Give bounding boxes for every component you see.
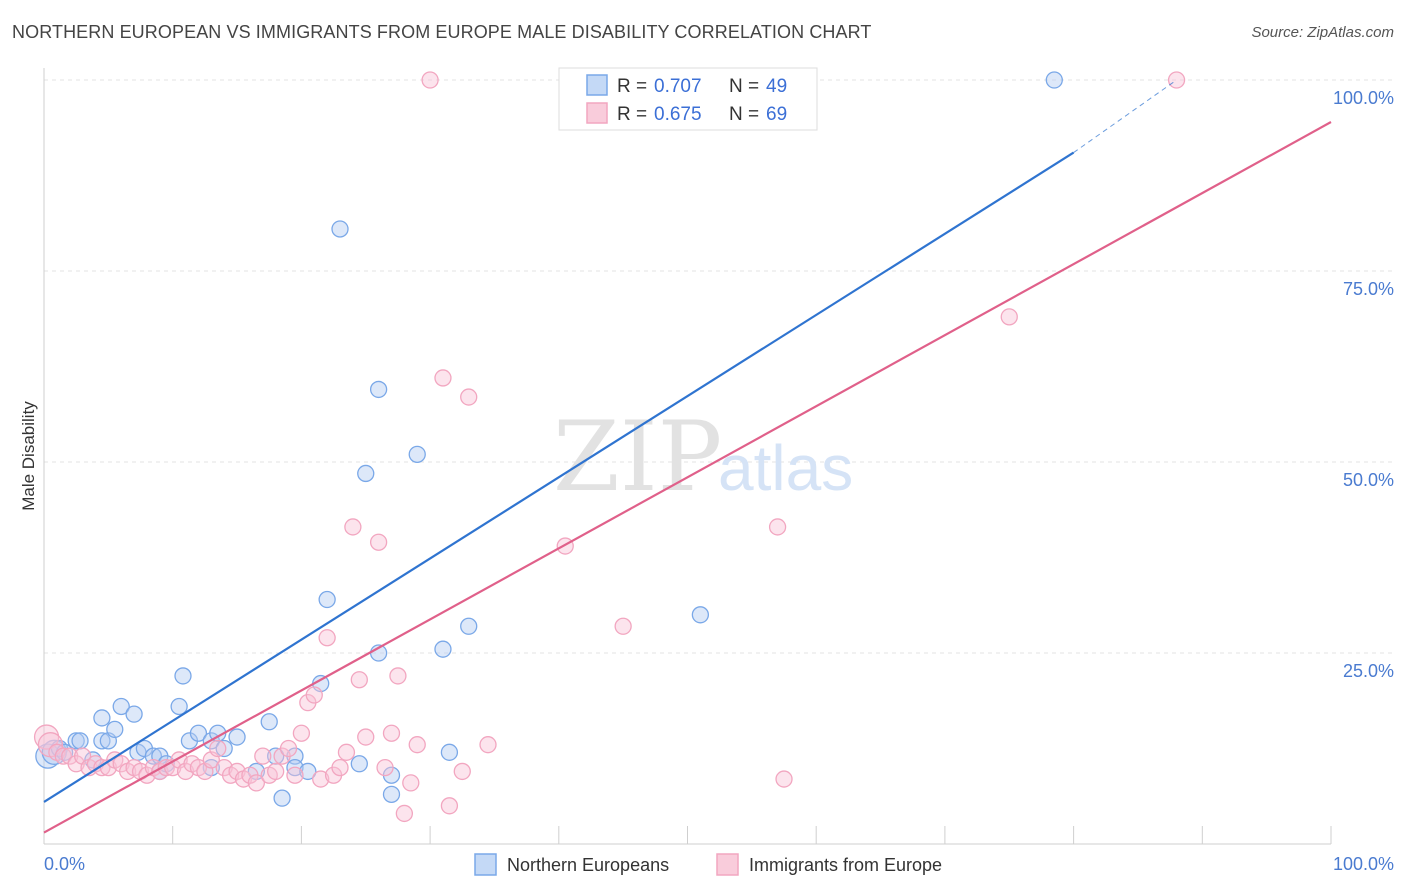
legend-swatch-blue	[586, 74, 608, 96]
point-northern-europeans-30	[267, 747, 285, 765]
point-immigrants-europe-55	[395, 804, 414, 823]
trend-lines	[43, 79, 1332, 834]
scatter-points	[33, 71, 1186, 823]
point-immigrants-europe-36	[267, 762, 285, 781]
watermark-zip: ZIP	[553, 401, 722, 513]
point-immigrants-europe-38	[279, 739, 298, 758]
point-immigrants-europe-52	[376, 758, 394, 777]
y-axis-label: Male Disability	[19, 401, 38, 511]
point-immigrants-europe-46	[331, 758, 349, 777]
point-immigrants-europe-69	[1000, 308, 1018, 326]
y-tick-label-3: 100.0%	[1333, 88, 1394, 108]
point-northern-europeans-8	[93, 709, 111, 727]
trend-line-northern-europeans	[43, 151, 1075, 803]
y-tick-label-1: 50.0%	[1343, 470, 1394, 490]
point-immigrants-europe-59	[434, 369, 452, 387]
point-northern-europeans-19	[170, 697, 188, 716]
point-immigrants-europe-49	[350, 671, 368, 689]
point-immigrants-europe-33	[247, 774, 266, 792]
point-northern-europeans-31	[273, 789, 291, 807]
legend-r-value-1: 0.707	[654, 76, 702, 97]
point-immigrants-europe-40	[292, 724, 311, 742]
point-northern-europeans-45	[434, 640, 452, 658]
point-immigrants-europe-47	[337, 743, 356, 761]
point-northern-europeans-7	[93, 732, 111, 750]
point-northern-europeans-44	[408, 445, 426, 464]
point-immigrants-europe-61	[453, 762, 471, 781]
point-northern-europeans-26	[215, 739, 233, 758]
point-northern-europeans-29	[260, 713, 278, 731]
watermark-atlas: atlas	[718, 432, 853, 504]
trend-line-immigrants-europe	[43, 121, 1332, 834]
point-immigrants-europe-50	[357, 728, 375, 746]
point-northern-europeans-5	[71, 732, 89, 750]
point-northern-europeans-47	[460, 617, 478, 635]
x-tick-label-min: 0.0%	[44, 854, 85, 874]
y-axis-tick-labels: 25.0% 50.0% 75.0% 100.0%	[1333, 88, 1394, 681]
point-northern-europeans-40	[331, 220, 349, 238]
point-immigrants-europe-63	[479, 736, 497, 754]
point-immigrants-europe-67	[768, 518, 787, 536]
point-immigrants-europe-34	[254, 747, 272, 765]
point-northern-europeans-46	[440, 743, 459, 761]
x-axis-ticks	[172, 826, 1332, 844]
legend-n-label-2: N =	[729, 104, 759, 125]
point-immigrants-europe-70	[1167, 71, 1186, 89]
point-northern-europeans-37	[350, 755, 368, 773]
point-immigrants-europe-54	[389, 667, 407, 685]
point-immigrants-europe-43	[312, 770, 330, 788]
bottom-legend-label-2: Immigrants from Europe	[749, 855, 942, 875]
point-immigrants-europe-53	[382, 724, 401, 742]
point-northern-europeans-11	[112, 697, 130, 716]
point-northern-europeans-49	[691, 606, 710, 624]
point-northern-europeans-42	[369, 380, 388, 399]
point-immigrants-europe-58	[421, 71, 439, 89]
y-tick-label-2: 75.0%	[1343, 279, 1394, 299]
point-immigrants-europe-42	[305, 686, 323, 704]
legend-swatch-pink	[586, 102, 608, 124]
point-northern-europeans-50	[1045, 71, 1063, 89]
point-northern-europeans-20	[174, 667, 192, 685]
y-tick-label-0: 25.0%	[1343, 661, 1394, 681]
point-northern-europeans-10	[106, 720, 124, 739]
legend-r-label-2: R =	[617, 104, 647, 125]
legend-n-value-2: 69	[766, 104, 787, 125]
point-northern-europeans-34	[299, 762, 317, 781]
point-immigrants-europe-62	[460, 388, 478, 406]
point-northern-europeans-22	[189, 724, 208, 742]
point-immigrants-europe-3	[54, 747, 72, 765]
point-northern-europeans-41	[357, 464, 375, 483]
point-immigrants-europe-0	[33, 724, 60, 750]
bottom-legend-swatch-pink	[716, 853, 739, 876]
point-northern-europeans-4	[67, 732, 85, 750]
point-immigrants-europe-39	[286, 766, 304, 784]
point-immigrants-europe-56	[402, 774, 420, 792]
point-immigrants-europe-27	[209, 739, 227, 758]
legend-n-value-1: 49	[766, 76, 787, 97]
point-immigrants-europe-44	[318, 629, 336, 647]
point-northern-europeans-27	[228, 728, 246, 746]
point-northern-europeans-36	[318, 590, 336, 609]
grid-lines	[44, 79, 1394, 654]
legend-n-label-1: N =	[729, 76, 759, 97]
chart-title: NORTHERN EUROPEAN VS IMMIGRANTS FROM EUR…	[12, 22, 872, 42]
point-immigrants-europe-68	[775, 770, 793, 788]
series-legend: Northern Europeans Immigrants from Europ…	[474, 853, 942, 876]
point-immigrants-europe-65	[614, 617, 632, 635]
legend-r-label-1: R =	[617, 76, 647, 97]
chart-source: Source: ZipAtlas.com	[1251, 24, 1394, 41]
point-immigrants-europe-57	[408, 736, 426, 754]
point-immigrants-europe-51	[369, 533, 388, 551]
trend-extension-northern-europeans	[1073, 79, 1177, 153]
point-northern-europeans-12	[125, 705, 143, 723]
correlation-legend: R = 0.707 N = 49 R = 0.675 N = 69	[558, 67, 818, 131]
bottom-legend-label-1: Northern Europeans	[507, 855, 669, 875]
point-northern-europeans-43	[382, 785, 401, 803]
point-immigrants-europe-60	[440, 797, 459, 815]
point-immigrants-europe-48	[344, 518, 362, 536]
legend-r-value-2: 0.675	[654, 104, 702, 125]
x-tick-label-max: 100.0%	[1333, 854, 1394, 874]
bottom-legend-swatch-blue	[474, 853, 497, 876]
